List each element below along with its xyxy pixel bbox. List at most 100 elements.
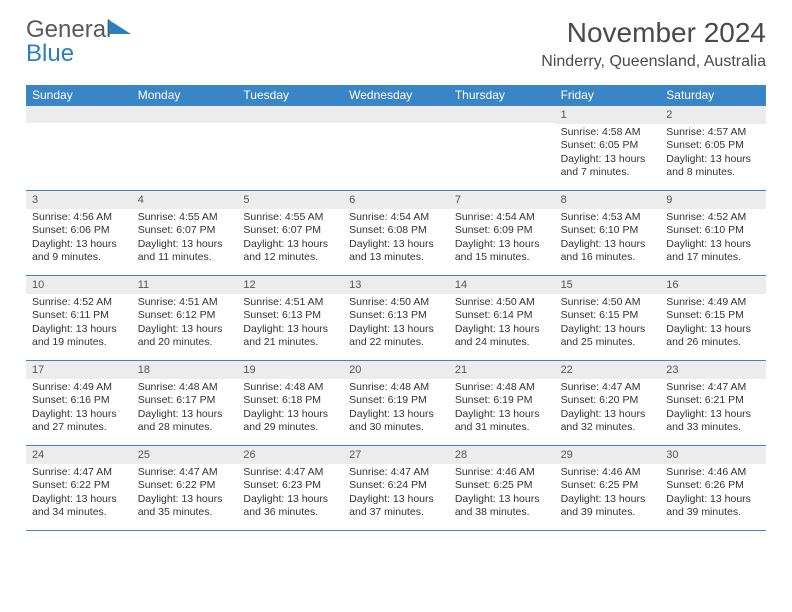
day-number [343, 106, 449, 123]
day-body: Sunrise: 4:55 AMSunset: 6:07 PMDaylight:… [132, 209, 238, 267]
sunrise-text: Sunrise: 4:47 AM [666, 381, 760, 394]
sunrise-text: Sunrise: 4:52 AM [666, 211, 760, 224]
calendar-cell: 1Sunrise: 4:58 AMSunset: 6:05 PMDaylight… [555, 106, 661, 190]
dow-friday: Friday [555, 85, 661, 105]
sunset-text: Sunset: 6:08 PM [349, 224, 443, 237]
week-row: 1Sunrise: 4:58 AMSunset: 6:05 PMDaylight… [26, 105, 766, 190]
calendar-bottom-rule [26, 530, 766, 531]
calendar-cell: 13Sunrise: 4:50 AMSunset: 6:13 PMDayligh… [343, 276, 449, 360]
day-number: 28 [449, 446, 555, 464]
day-body [26, 123, 132, 183]
daylight-text: Daylight: 13 hours and 27 minutes. [32, 408, 126, 435]
day-body [449, 123, 555, 183]
calendar-cell: 7Sunrise: 4:54 AMSunset: 6:09 PMDaylight… [449, 191, 555, 275]
sunset-text: Sunset: 6:13 PM [243, 309, 337, 322]
daylight-text: Daylight: 13 hours and 32 minutes. [561, 408, 655, 435]
day-body [132, 123, 238, 183]
sunrise-text: Sunrise: 4:49 AM [32, 381, 126, 394]
day-body: Sunrise: 4:49 AMSunset: 6:16 PMDaylight:… [26, 379, 132, 437]
day-number: 8 [555, 191, 661, 209]
calendar-cell: 29Sunrise: 4:46 AMSunset: 6:25 PMDayligh… [555, 446, 661, 530]
sunrise-text: Sunrise: 4:54 AM [455, 211, 549, 224]
calendar-cell: 19 Sunrise: 4:48 AMSunset: 6:18 PMDayligh… [237, 361, 343, 445]
dow-header-row: Sunday Monday Tuesday Wednesday Thursday… [26, 85, 766, 105]
day-number [26, 106, 132, 123]
calendar: Sunday Monday Tuesday Wednesday Thursday… [26, 85, 766, 531]
sunrise-text: Sunrise: 4:56 AM [32, 211, 126, 224]
day-number [449, 106, 555, 123]
daylight-text: Daylight: 13 hours and 21 minutes. [243, 323, 337, 350]
sunrise-text: Sunrise: 4:47 AM [561, 381, 655, 394]
sunrise-text: Sunrise: 4:46 AM [666, 466, 760, 479]
calendar-cell: 18Sunrise: 4:48 AMSunset: 6:17 PMDayligh… [132, 361, 238, 445]
day-body: Sunrise: 4:47 AMSunset: 6:20 PMDaylight:… [555, 379, 661, 437]
week-row: 3Sunrise: 4:56 AMSunset: 6:06 PMDaylight… [26, 190, 766, 275]
daylight-text: Daylight: 13 hours and 24 minutes. [455, 323, 549, 350]
daylight-text: Daylight: 13 hours and 11 minutes. [138, 238, 232, 265]
day-body: Sunrise: 4:50 AMSunset: 6:15 PMDaylight:… [555, 294, 661, 352]
sunrise-text: Sunrise: 4:48 AM [349, 381, 443, 394]
sunset-text: Sunset: 6:21 PM [666, 394, 760, 407]
dow-wednesday: Wednesday [343, 85, 449, 105]
daylight-text: Daylight: 13 hours and 36 minutes. [243, 493, 337, 520]
daylight-text: Daylight: 13 hours and 35 minutes. [138, 493, 232, 520]
day-body: Sunrise: 4:46 AMSunset: 6:25 PMDaylight:… [555, 464, 661, 522]
sunrise-text: Sunrise: 4:47 AM [243, 466, 337, 479]
daylight-text: Daylight: 13 hours and 7 minutes. [561, 153, 655, 180]
day-number: 10 [26, 276, 132, 294]
dow-tuesday: Tuesday [237, 85, 343, 105]
calendar-cell-empty [26, 106, 132, 190]
calendar-cell: 12Sunrise: 4:51 AMSunset: 6:13 PMDayligh… [237, 276, 343, 360]
day-number: 2 [660, 106, 766, 124]
sunset-text: Sunset: 6:11 PM [32, 309, 126, 322]
sunrise-text: Sunrise: 4:55 AM [138, 211, 232, 224]
sunset-text: Sunset: 6:26 PM [666, 479, 760, 492]
day-number: 3 [26, 191, 132, 209]
day-body: Sunrise: 4:48 AMSunset: 6:19 PMDaylight:… [343, 379, 449, 437]
daylight-text: Daylight: 13 hours and 20 minutes. [138, 323, 232, 350]
daylight-text: Daylight: 13 hours and 29 minutes. [243, 408, 337, 435]
logo-text: General Blue [26, 18, 131, 66]
day-body: Sunrise: 4:54 AMSunset: 6:09 PMDaylight:… [449, 209, 555, 267]
sunrise-text: Sunrise: 4:55 AM [243, 211, 337, 224]
sunrise-text: Sunrise: 4:51 AM [243, 296, 337, 309]
logo-word-blue: Blue [26, 40, 74, 67]
daylight-text: Daylight: 13 hours and 12 minutes. [243, 238, 337, 265]
daylight-text: Daylight: 13 hours and 13 minutes. [349, 238, 443, 265]
sunrise-text: Sunrise: 4:47 AM [32, 466, 126, 479]
day-body: Sunrise: 4:55 AMSunset: 6:07 PMDaylight:… [237, 209, 343, 267]
daylight-text: Daylight: 13 hours and 34 minutes. [32, 493, 126, 520]
sunset-text: Sunset: 6:07 PM [138, 224, 232, 237]
sunrise-text: Sunrise: 4:48 AM [243, 381, 337, 394]
sunset-text: Sunset: 6:19 PM [349, 394, 443, 407]
sunrise-text: Sunrise: 4:47 AM [349, 466, 443, 479]
title-block: November 2024 Ninderry, Queensland, Aust… [541, 18, 766, 71]
sunset-text: Sunset: 6:18 PM [243, 394, 337, 407]
day-body: Sunrise: 4:48 AMSunset: 6:17 PMDaylight:… [132, 379, 238, 437]
day-number: 21 [449, 361, 555, 379]
day-number: 7 [449, 191, 555, 209]
sunset-text: Sunset: 6:13 PM [349, 309, 443, 322]
day-body: Sunrise: 4:46 AMSunset: 6:26 PMDaylight:… [660, 464, 766, 522]
day-number: 27 [343, 446, 449, 464]
sunrise-text: Sunrise: 4:50 AM [349, 296, 443, 309]
sunrise-text: Sunrise: 4:50 AM [455, 296, 549, 309]
sunset-text: Sunset: 6:25 PM [455, 479, 549, 492]
week-row: 17Sunrise: 4:49 AMSunset: 6:16 PMDayligh… [26, 360, 766, 445]
day-number [237, 106, 343, 123]
sunset-text: Sunset: 6:23 PM [243, 479, 337, 492]
dow-monday: Monday [132, 85, 238, 105]
calendar-cell: 28Sunrise: 4:46 AMSunset: 6:25 PMDayligh… [449, 446, 555, 530]
sunset-text: Sunset: 6:15 PM [561, 309, 655, 322]
sunset-text: Sunset: 6:05 PM [666, 139, 760, 152]
calendar-cell: 22Sunrise: 4:47 AMSunset: 6:20 PMDayligh… [555, 361, 661, 445]
day-body: Sunrise: 4:47 AMSunset: 6:21 PMDaylight:… [660, 379, 766, 437]
day-number: 6 [343, 191, 449, 209]
calendar-cell: 24Sunrise: 4:47 AMSunset: 6:22 PMDayligh… [26, 446, 132, 530]
day-body: Sunrise: 4:51 AMSunset: 6:12 PMDaylight:… [132, 294, 238, 352]
sunset-text: Sunset: 6:15 PM [666, 309, 760, 322]
sunset-text: Sunset: 6:17 PM [138, 394, 232, 407]
day-number: 26 [237, 446, 343, 464]
day-number: 19 [237, 361, 343, 379]
sunrise-text: Sunrise: 4:51 AM [138, 296, 232, 309]
